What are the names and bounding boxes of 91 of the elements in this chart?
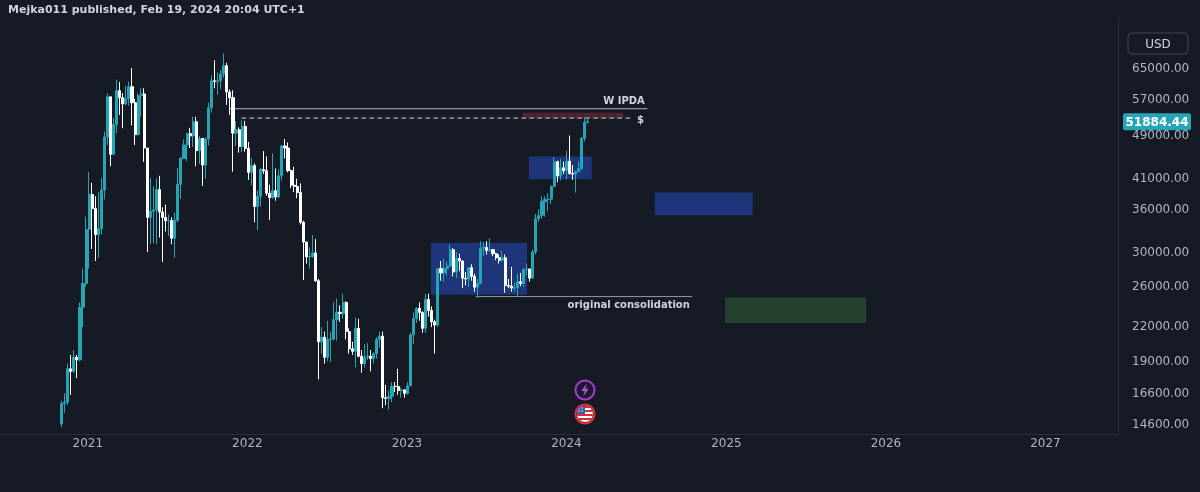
candlestick <box>543 195 547 218</box>
candlestick <box>149 177 152 245</box>
candlestick <box>127 81 130 107</box>
y-tick-label: 16600.00 <box>1132 386 1190 401</box>
candlestick <box>75 354 78 379</box>
x-tick-label: 2025 <box>711 436 742 450</box>
y-tick-label: 36000.00 <box>1132 201 1190 216</box>
candlestick <box>439 260 443 282</box>
candlestick <box>342 293 345 320</box>
candlestick <box>397 368 400 396</box>
text: Mejka011 published, Feb 19, 2024 20:04 UTC+1 <box>8 3 305 16</box>
candlestick <box>369 349 372 372</box>
candlestick <box>241 119 244 153</box>
candlestick <box>403 388 406 399</box>
candlestick <box>271 152 274 200</box>
candlestick <box>488 237 491 253</box>
candlestick <box>443 258 446 283</box>
candlestick <box>400 387 403 399</box>
candlestick <box>155 177 158 245</box>
candlestick <box>186 132 189 162</box>
y-tick-label: 49000.00 <box>1132 128 1190 142</box>
candlestick <box>69 354 72 396</box>
candlestick <box>424 293 427 334</box>
candlestick <box>363 343 366 368</box>
candlestick <box>234 120 238 147</box>
candlestick <box>195 116 198 167</box>
annotation: $ <box>636 113 644 125</box>
candlestick <box>375 336 378 360</box>
candlestick <box>137 92 140 137</box>
candlestick <box>504 254 507 294</box>
y-axis-title: USD <box>1145 36 1171 51</box>
annotation: W IPDA <box>603 95 646 107</box>
candlestick <box>274 167 277 202</box>
candlestick <box>231 89 235 173</box>
candlestick <box>522 268 525 288</box>
y-tick-label: 41000.00 <box>1132 170 1190 185</box>
candlestick <box>565 150 568 180</box>
candlestick <box>170 216 173 245</box>
candlestick <box>559 158 562 181</box>
candlestick <box>455 251 458 279</box>
candlestick <box>528 268 531 283</box>
y-tick-label: 26000.00 <box>1132 279 1190 294</box>
x-tick-label: 2021 <box>72 436 104 450</box>
candlestick <box>501 250 504 263</box>
candlestick <box>167 214 170 237</box>
candlestick <box>562 161 565 175</box>
y-tick-label: 65000.00 <box>1132 60 1190 75</box>
x-tick-label: 2022 <box>232 436 263 450</box>
candlestick <box>72 349 75 374</box>
candlestick <box>381 331 384 409</box>
y-tick-label: 30000.00 <box>1132 245 1190 260</box>
candlestick <box>109 96 112 167</box>
candlestick <box>198 135 201 165</box>
candlestick <box>213 59 216 89</box>
text: 51884.44 <box>1125 114 1189 129</box>
annotation: original consolidation <box>567 299 690 311</box>
candlestick <box>568 134 571 176</box>
candlestick <box>253 162 256 223</box>
candlestick <box>323 331 326 365</box>
candlestick <box>189 127 192 149</box>
candlestick <box>320 326 323 355</box>
candlestick <box>238 126 241 154</box>
candlestick <box>556 160 559 183</box>
x-tick-label: 2023 <box>391 436 423 450</box>
candlestick <box>510 266 513 293</box>
candlestick <box>216 71 219 96</box>
candlestick <box>452 247 455 277</box>
y-tick-label: 19000.00 <box>1132 354 1190 369</box>
candlestick <box>338 304 342 323</box>
candlestick <box>124 85 127 106</box>
candlestick <box>495 252 498 261</box>
candlestick <box>540 195 544 220</box>
candlestick <box>491 248 495 257</box>
y-tick-label: 14600.00 <box>1132 416 1190 431</box>
candlestick <box>467 266 470 288</box>
candlestick <box>354 317 357 368</box>
x-tick-label: 2024 <box>551 436 582 450</box>
candlestick <box>201 137 204 187</box>
candlestick <box>519 272 522 287</box>
candlestick <box>516 273 519 298</box>
candlestick <box>250 157 253 186</box>
candlestick <box>485 240 488 255</box>
candlestick <box>436 268 439 328</box>
x-tick-label: 2027 <box>1030 436 1061 450</box>
candlestick <box>326 320 329 362</box>
y-tick-label: 22000.00 <box>1132 319 1190 334</box>
candlestick <box>498 254 501 264</box>
y-tick-label: 57000.00 <box>1132 91 1190 106</box>
x-tick-label: 2026 <box>870 436 902 450</box>
candlestick <box>192 116 195 148</box>
candlestick <box>335 297 339 342</box>
